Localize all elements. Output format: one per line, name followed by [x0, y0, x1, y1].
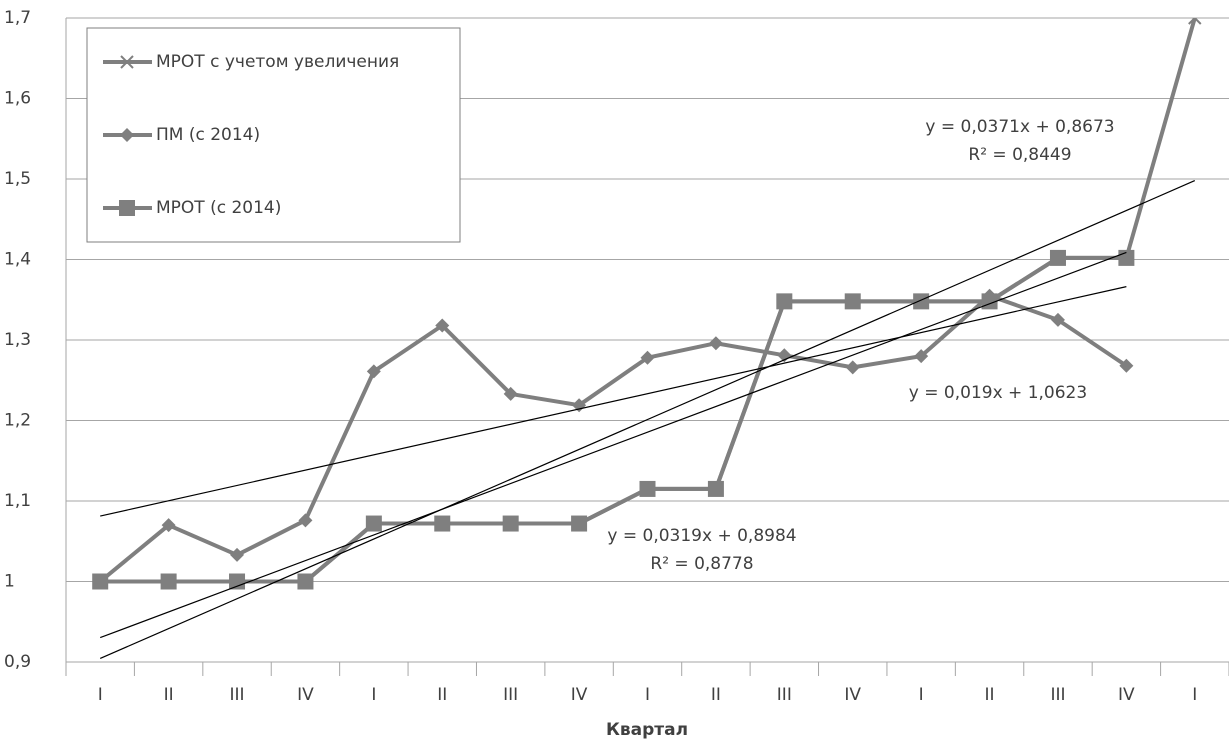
x-tick-label: IV [571, 685, 588, 705]
trendline-equation: y = 0,0319x + 0,8984 [607, 526, 796, 546]
y-tick-label: 0,9 [4, 652, 31, 672]
x-tick-label: IV [297, 685, 314, 705]
data-point [161, 518, 176, 533]
x-tick-label: IV [1118, 685, 1135, 705]
y-tick-label: 1 [4, 572, 15, 592]
trendline [99, 251, 1127, 639]
data-point [297, 573, 314, 590]
x-tick-label: II [711, 685, 721, 705]
data-point [160, 573, 177, 590]
trendline [99, 180, 1196, 660]
y-tick-label: 1,5 [4, 169, 31, 189]
data-point [845, 360, 860, 375]
data-point [1050, 312, 1065, 327]
data-point [92, 573, 109, 590]
data-point [708, 336, 723, 351]
data-point [844, 293, 861, 310]
data-point [1049, 249, 1066, 266]
x-tick-label: II [985, 685, 995, 705]
legend-label: МРОТ (с 2014) [156, 198, 281, 218]
legend-marker [120, 55, 134, 69]
x-tick-label: III [230, 685, 245, 705]
trendline-equation: y = 0,0371x + 0,8673 [925, 117, 1114, 137]
y-tick-label: 1,6 [4, 89, 31, 109]
x-tick-label: III [777, 685, 792, 705]
y-tick-label: 1,1 [4, 491, 31, 511]
data-point [230, 547, 245, 562]
data-point [707, 480, 724, 497]
x-tick-label: I [98, 685, 103, 705]
data-point [913, 293, 930, 310]
data-point [435, 318, 450, 333]
y-tick-label: 1,4 [4, 250, 31, 270]
data-point [365, 515, 382, 532]
data-point [366, 364, 381, 379]
x-tick-label: IV [844, 685, 861, 705]
legend-marker [119, 200, 135, 216]
data-point [229, 573, 246, 590]
y-tick-label: 1,3 [4, 330, 31, 350]
data-point [298, 513, 313, 528]
data-point [1119, 358, 1134, 373]
y-tick-label: 1,7 [4, 8, 31, 28]
plot-area [92, 18, 1202, 660]
data-point [776, 293, 793, 310]
x-tick-label: II [437, 685, 447, 705]
x-tick-label: I [371, 685, 376, 705]
x-tick-label: III [503, 685, 518, 705]
trendline-equation: y = 0,019x + 1,0623 [909, 383, 1087, 403]
y-tick-label: 1,2 [4, 411, 31, 431]
data-point [1118, 249, 1135, 266]
trendline [100, 286, 1127, 517]
series-line [98, 293, 1128, 584]
data-point [1188, 18, 1202, 25]
data-point [640, 350, 655, 365]
data-point [434, 515, 451, 532]
legend-label: ПМ (с 2014) [156, 125, 260, 145]
data-point [502, 515, 519, 532]
x-tick-label: I [1192, 685, 1197, 705]
legend-marker [120, 128, 134, 142]
series-line [100, 255, 1127, 584]
x-tick-label: III [1050, 685, 1065, 705]
legend-label: МРОТ с учетом увеличения [156, 52, 399, 72]
data-point [639, 480, 656, 497]
x-tick-label: II [164, 685, 174, 705]
trendline-r2: R² = 0,8778 [650, 554, 753, 574]
trendline-r2: R² = 0,8449 [968, 145, 1071, 165]
x-axis-title: Квартал [606, 720, 688, 740]
data-point [503, 386, 518, 401]
x-tick-label: I [919, 685, 924, 705]
data-point [914, 349, 929, 364]
x-tick-label: I [645, 685, 650, 705]
data-point [571, 515, 588, 532]
